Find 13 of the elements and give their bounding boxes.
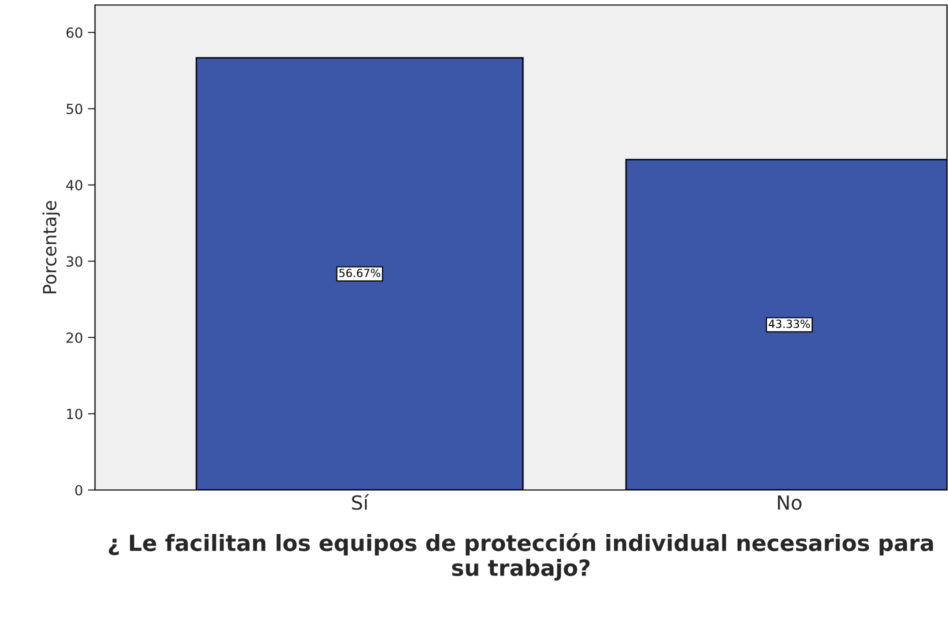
x-tick-label: Sí	[352, 494, 370, 510]
data-label: 56.67%	[339, 268, 380, 278]
data-label: 43.33%	[768, 320, 810, 328]
y-tick-label: 20	[66, 332, 82, 343]
x-axis-title: ¿ Le facilitan los equipos de protección individual necesarios para su trabajo?	[108, 533, 933, 581]
y-tick-label: 40	[66, 180, 82, 190]
y-axis-title: Porcentaje	[42, 200, 60, 294]
y-tick-label: 10	[67, 408, 82, 420]
y-tick-label: 60	[66, 27, 82, 38]
y-tick-label: 0	[75, 484, 82, 496]
y-tick-label: 50	[66, 104, 82, 114]
x-tick-label: No	[778, 495, 802, 510]
y-tick-label: 30	[66, 256, 82, 267]
